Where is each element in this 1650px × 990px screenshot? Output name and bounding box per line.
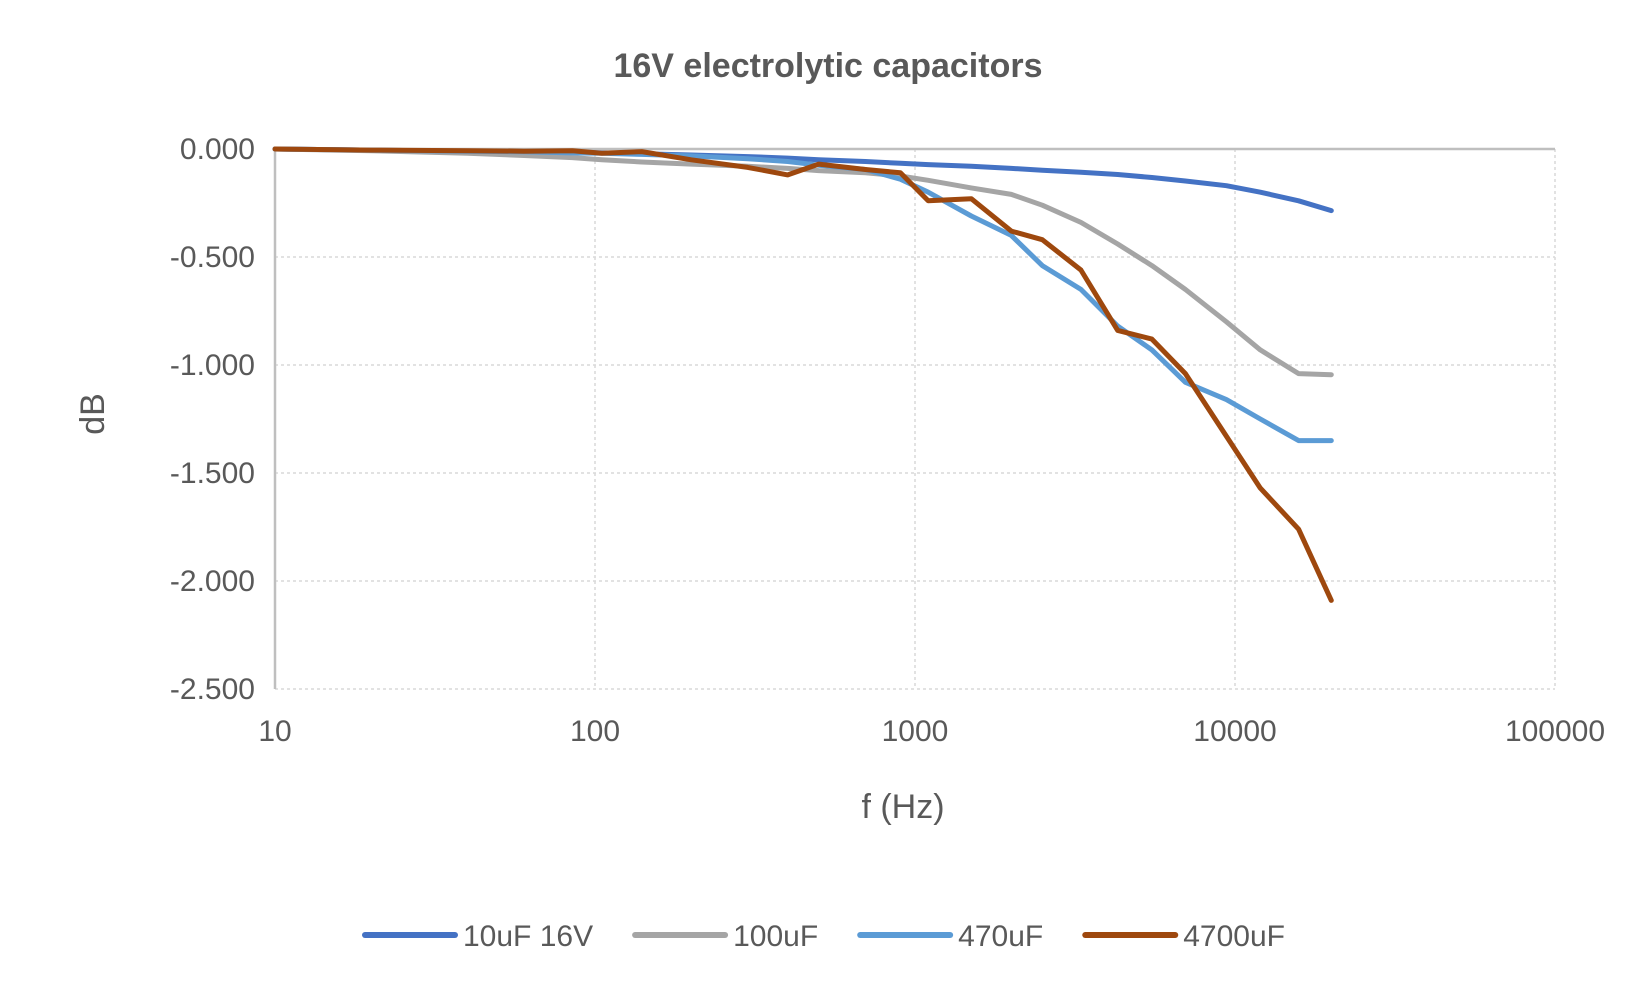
legend-label: 100uF <box>733 920 818 953</box>
series-line-100uf <box>272 146 1334 378</box>
x-tick-label: 100 <box>570 715 620 748</box>
x-tick-label: 10000 <box>1193 715 1276 748</box>
y-tick-label: -1.000 <box>170 349 255 382</box>
y-tick-label: -1.500 <box>170 457 255 490</box>
x-axis-ticks: 10 100 1000 10000 100000 <box>258 715 1605 748</box>
x-tick-label: 100000 <box>1505 715 1605 748</box>
x-axis-label: f (Hz) <box>861 788 944 826</box>
series-lines <box>272 146 1334 603</box>
legend-label: 10uF 16V <box>463 920 593 953</box>
series-line-10uf-16v <box>272 146 1334 214</box>
series-line-470uf <box>272 146 1334 444</box>
legend: 10uF 16V 100uF 470uF 4700uF <box>362 920 1285 953</box>
chart-title: 16V electrolytic capacitors <box>613 47 1042 85</box>
legend-label: 470uF <box>958 920 1043 953</box>
legend-item-100uf: 100uF <box>632 920 818 953</box>
legend-label: 4700uF <box>1183 920 1285 953</box>
legend-item-10uf-16v: 10uF 16V <box>362 920 593 953</box>
y-tick-label: 0.000 <box>180 133 255 166</box>
y-tick-label: -2.000 <box>170 565 255 598</box>
y-tick-label: -0.500 <box>170 241 255 274</box>
series-line-4700uf <box>272 146 1334 603</box>
grid <box>275 149 1556 690</box>
x-tick-label: 1000 <box>882 715 949 748</box>
x-tick-label: 10 <box>258 715 291 748</box>
y-axis-label: dB <box>74 393 112 435</box>
legend-item-4700uf: 4700uF <box>1082 920 1285 953</box>
y-tick-label: -2.500 <box>170 673 255 706</box>
legend-item-470uf: 470uF <box>857 920 1043 953</box>
y-axis-ticks: 0.000 -0.500 -1.000 -1.500 -2.000 -2.500 <box>170 133 255 706</box>
